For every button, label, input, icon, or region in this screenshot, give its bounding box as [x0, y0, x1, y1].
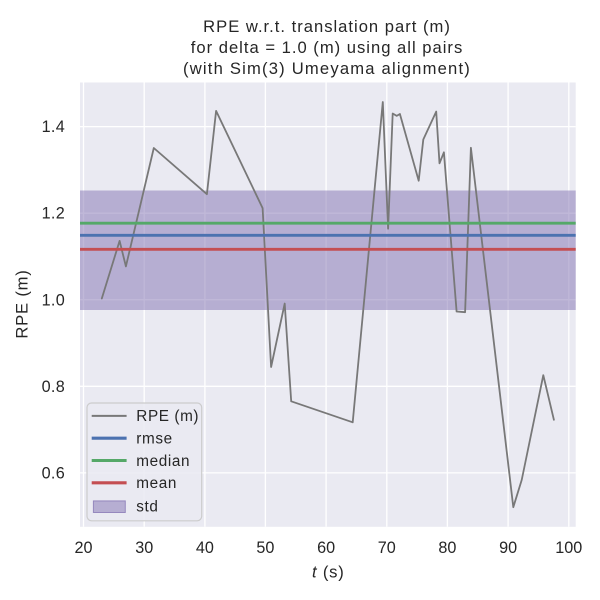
svg-text:50: 50 [256, 539, 274, 557]
svg-text:1.0: 1.0 [42, 291, 65, 309]
svg-text:20: 20 [74, 539, 92, 557]
svg-text:0.6: 0.6 [42, 465, 65, 483]
svg-text:60: 60 [317, 539, 335, 557]
svg-text:rmse: rmse [136, 431, 172, 448]
svg-text:t (s): t (s) [312, 563, 345, 582]
svg-text:1.2: 1.2 [42, 205, 65, 223]
svg-text:1.4: 1.4 [42, 118, 65, 136]
svg-text:30: 30 [135, 539, 153, 557]
svg-text:median: median [136, 453, 190, 470]
svg-text:100: 100 [555, 539, 582, 557]
svg-text:mean: mean [136, 475, 177, 492]
svg-text:(with Sim(3) Umeyama alignment: (with Sim(3) Umeyama alignment) [183, 59, 471, 78]
svg-text:RPE (m): RPE (m) [13, 269, 32, 338]
svg-text:90: 90 [499, 539, 517, 557]
svg-text:RPE w.r.t. translation part (m: RPE w.r.t. translation part (m) [203, 17, 451, 36]
svg-text:40: 40 [196, 539, 214, 557]
svg-text:80: 80 [438, 539, 456, 557]
svg-text:std: std [136, 499, 158, 516]
svg-text:RPE (m): RPE (m) [136, 408, 199, 425]
svg-text:for delta = 1.0 (m) using all: for delta = 1.0 (m) using all pairs [191, 38, 464, 57]
svg-text:0.8: 0.8 [42, 378, 65, 396]
svg-text:70: 70 [378, 539, 396, 557]
